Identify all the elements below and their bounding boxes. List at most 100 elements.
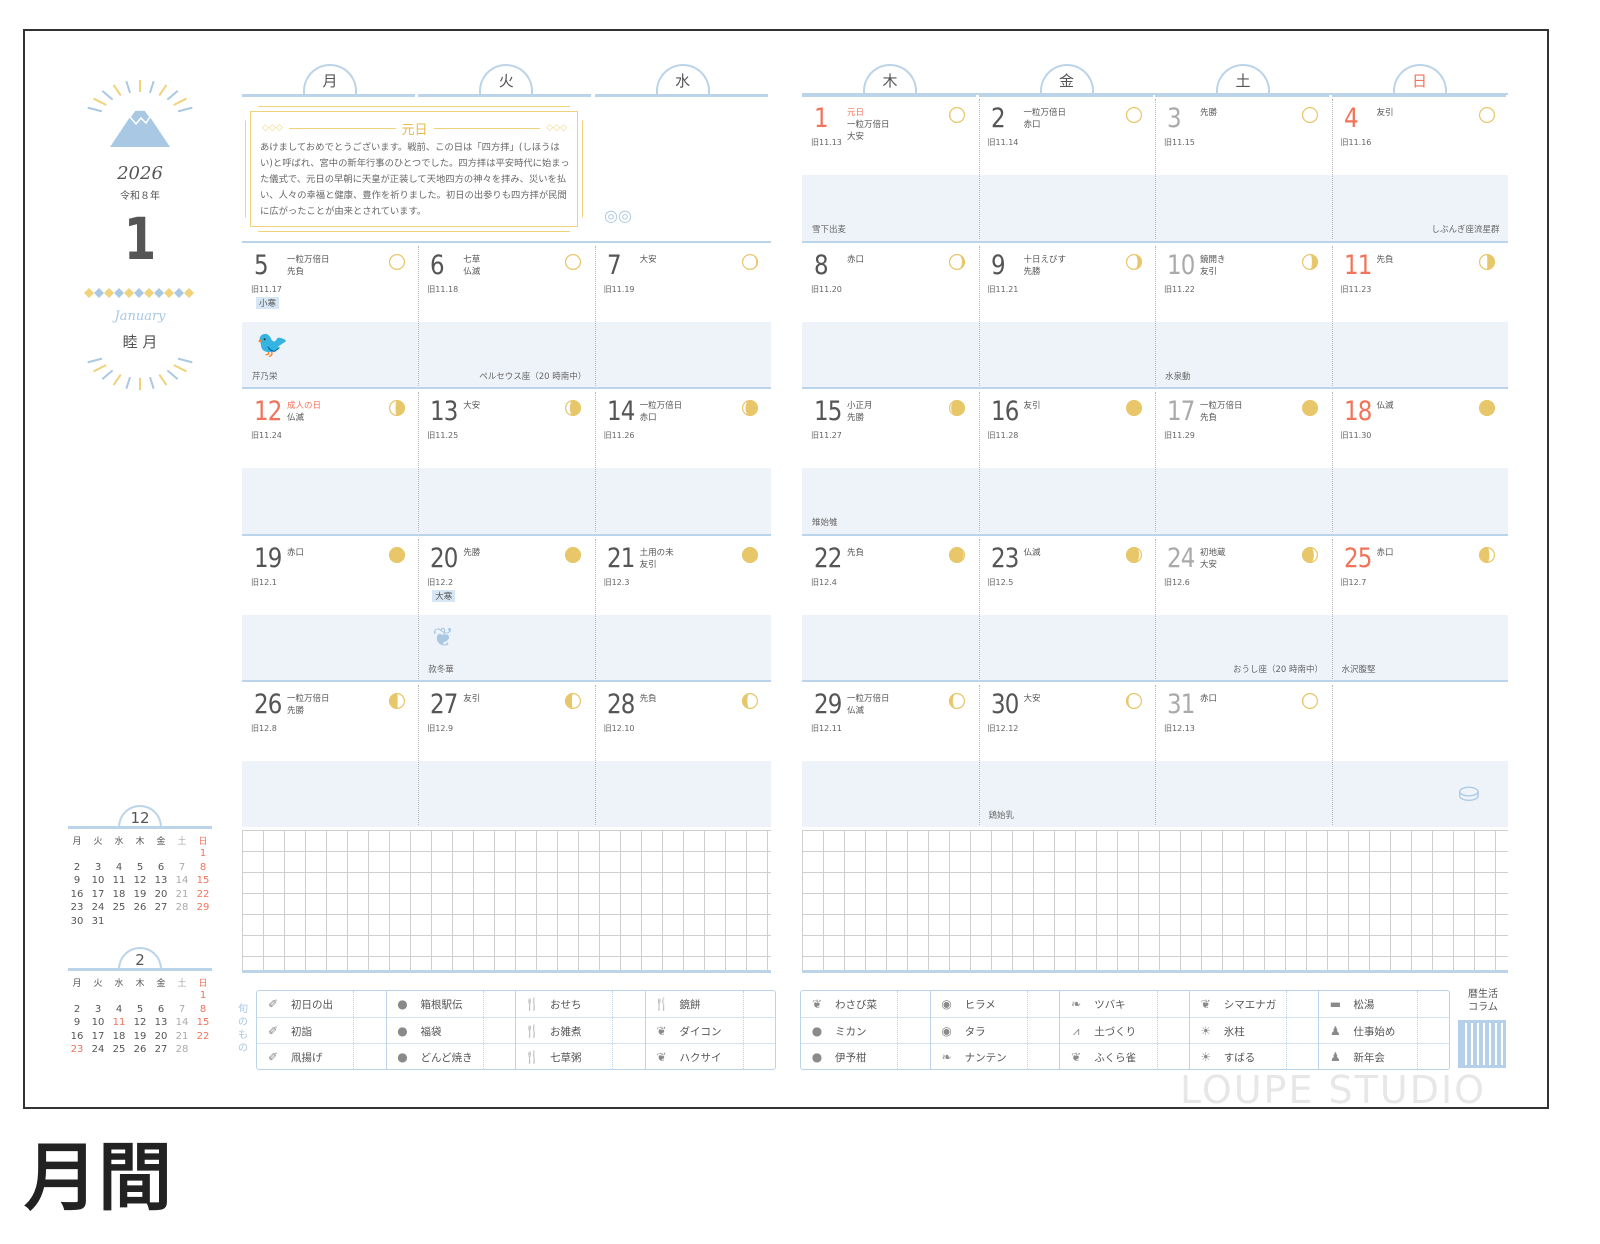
leaf-icon: ❧: [941, 1050, 952, 1065]
mini-date: 7: [178, 861, 186, 873]
moon-phase-icon: [741, 693, 758, 710]
day-cell-14[interactable]: 14 一粒万倍日 赤口 旧11.26: [595, 388, 771, 534]
day-cell-1[interactable]: 1 元日 一粒万倍日 大安 旧11.13 雪下出麦: [802, 95, 978, 241]
leaf-icon: ❧: [1071, 997, 1082, 1011]
lunar-date: 旧11.28: [987, 431, 1019, 441]
day-cell-2[interactable]: 2 一粒万倍日 赤口 旧11.14: [979, 95, 1155, 241]
lunar-date: 旧12.5: [987, 577, 1014, 587]
day-notes: 七草 仏滅: [463, 254, 480, 278]
day-number: 16: [990, 396, 1019, 428]
day-cell-29[interactable]: 29 一粒万倍日 仏滅 旧12.11: [802, 681, 978, 827]
day-cell-4[interactable]: 4 友引 旧11.16 しぶんぎ座流星群: [1332, 95, 1508, 241]
day-cell-27[interactable]: 27 友引 旧12.9: [418, 681, 594, 827]
notes-grid-right[interactable]: [802, 830, 1508, 973]
day-cell-8[interactable]: 8 赤口 旧11.20: [802, 242, 978, 388]
notes-grid-left[interactable]: [242, 830, 771, 973]
day-number: 21: [606, 542, 635, 574]
moon-phase-icon: [565, 693, 582, 710]
day-divider: [978, 392, 980, 533]
legend-text: タラ: [964, 1025, 986, 1038]
day-cell-25[interactable]: 25 赤口 旧12.7 水沢腹堅: [1332, 535, 1508, 681]
day-cell-11[interactable]: 11 先負 旧11.23: [1332, 242, 1508, 388]
mini-date: 28: [175, 1044, 189, 1055]
mini-date: 20: [154, 1030, 168, 1042]
day-number: 4: [1343, 103, 1359, 134]
day-cell-7[interactable]: 7 大安 旧11.19: [595, 242, 771, 388]
day-cell-20[interactable]: 20 先勝 旧12.2 大寒 ❦ 款冬華: [418, 535, 594, 681]
day-cell-9[interactable]: 9 十日えびす 先勝 旧11.21: [979, 242, 1155, 388]
day-cell-12[interactable]: 12 成人の日 仏滅 旧11.24: [242, 388, 418, 534]
day-cell-23[interactable]: 23 仏滅 旧12.5: [979, 535, 1155, 681]
day-cell-3[interactable]: 3 先勝 旧11.15: [1155, 95, 1331, 241]
notes-band-left: [242, 321, 771, 388]
mini-date: 5: [136, 1003, 144, 1015]
day-cell-26[interactable]: 26 一粒万倍日 先勝 旧12.8: [242, 681, 418, 827]
day-notes: 先勝: [1200, 107, 1217, 119]
seasonal-microseason: 芹乃栄: [252, 371, 278, 382]
legend-column: ❦ シマエナガ ☀ 氷柱 ☀ すばる: [1189, 991, 1320, 1071]
day-note: 友引: [1023, 401, 1041, 412]
day-cell-18[interactable]: 18 仏滅 旧11.30: [1332, 388, 1508, 534]
legend-item: ❧ ナンテン: [931, 1044, 1060, 1071]
mini-date: 9: [73, 875, 81, 886]
week-row: 1: [68, 848, 212, 862]
day-note: 赤口: [847, 254, 865, 265]
lunar-date: 旧11.14: [987, 138, 1019, 147]
month-number: 1: [123, 205, 157, 273]
moon-phase-icon: [1478, 253, 1495, 270]
day-notes: 一粒万倍日 仏滅: [847, 693, 890, 717]
qr-code[interactable]: [1458, 1020, 1506, 1068]
day-notes: 先負: [640, 693, 657, 705]
weekday: 木: [135, 979, 145, 989]
seasonal-microseason: 鶏始乳: [988, 811, 1015, 822]
day-cell-17[interactable]: 17 一粒万倍日 先負 旧11.29: [1155, 388, 1331, 534]
day-cell-28[interactable]: 28 先負 旧12.10: [595, 681, 771, 827]
day-number: 2: [990, 103, 1006, 134]
day-cell-31[interactable]: 31 赤口 旧12.13: [1155, 681, 1331, 827]
lunar-date: 旧12.3: [603, 577, 630, 587]
day-cell-21[interactable]: 21 土用の未 友引 旧12.3: [595, 535, 771, 681]
legend-item: ◉ タラ: [930, 1018, 1060, 1045]
legend-item: ❦ ふくら雀: [1060, 1044, 1189, 1071]
plant-illustration-icon: ❦: [432, 622, 455, 653]
solar-term-badge: 大寒: [432, 589, 456, 602]
mini-date: 14: [175, 875, 189, 886]
legend-text: 松湯: [1353, 999, 1375, 1011]
week-line: [802, 533, 1508, 536]
day-note: 友引: [1376, 108, 1394, 118]
day-cell-13[interactable]: 13 大安 旧11.25: [418, 388, 594, 534]
week-line: [242, 533, 771, 536]
day-number: 14: [606, 396, 635, 428]
fish-icon: ◉: [941, 997, 952, 1011]
day-cell-22[interactable]: 22 先負 旧12.4: [802, 535, 978, 681]
mini-date: 10: [91, 875, 105, 886]
mini-date: 1: [199, 990, 207, 1001]
day-cell-16[interactable]: 16 友引旧11.28: [979, 388, 1155, 534]
mini-date: 19: [133, 888, 147, 900]
day-cell-6[interactable]: 6 七草 仏滅 旧11.18 ペルセウス座（20 時南中）: [418, 242, 594, 388]
mini-date: 2: [73, 1003, 81, 1015]
legend-text: すばる: [1223, 1052, 1256, 1065]
moon-phase-icon: [388, 546, 406, 563]
weekday: 土: [177, 837, 187, 847]
legend-column: ▬ 松湯 ♟ 仕事始め ♟ 新年会: [1319, 991, 1449, 1069]
day-cell-24[interactable]: 24 初地蔵 大安 旧12.6 おうし座（20 時南中）: [1155, 535, 1331, 681]
legend-item: ▬ 松湯: [1319, 991, 1449, 1018]
notes-band-left: [242, 761, 771, 828]
day-divider: [594, 538, 596, 679]
cutlery-icon: 🍴: [524, 997, 540, 1011]
mini-date: 18: [112, 1030, 126, 1042]
day-cell-30[interactable]: 30 大安 旧12.12 鶏始乳: [979, 681, 1155, 827]
day-note: 友引: [1200, 266, 1218, 277]
mini-date: 1: [199, 848, 207, 859]
day-cell-10[interactable]: 10 鏡開き 友引 旧11.22 水泉動: [1155, 242, 1331, 388]
day-cell-5[interactable]: 5 一粒万倍日 先負 旧11.17 小寒 🐦 芹乃栄: [242, 242, 418, 388]
featured-text: あけましておめでとうございます。戦前、この日は「四方拝」(しほうはい)と呼ばれ、…: [260, 142, 570, 217]
day-number: 18: [1343, 396, 1372, 428]
mini-date: 17: [91, 1030, 105, 1042]
legend-divider: [482, 991, 484, 1069]
day-cell-15[interactable]: 15 小正月 先勝 旧11.27 雉始雊: [802, 388, 978, 534]
day-cell-19[interactable]: 19 赤口 旧12.1: [242, 535, 418, 681]
page-title: 月間: [24, 1135, 172, 1221]
legend-item: ☀ すばる: [1190, 1044, 1319, 1071]
